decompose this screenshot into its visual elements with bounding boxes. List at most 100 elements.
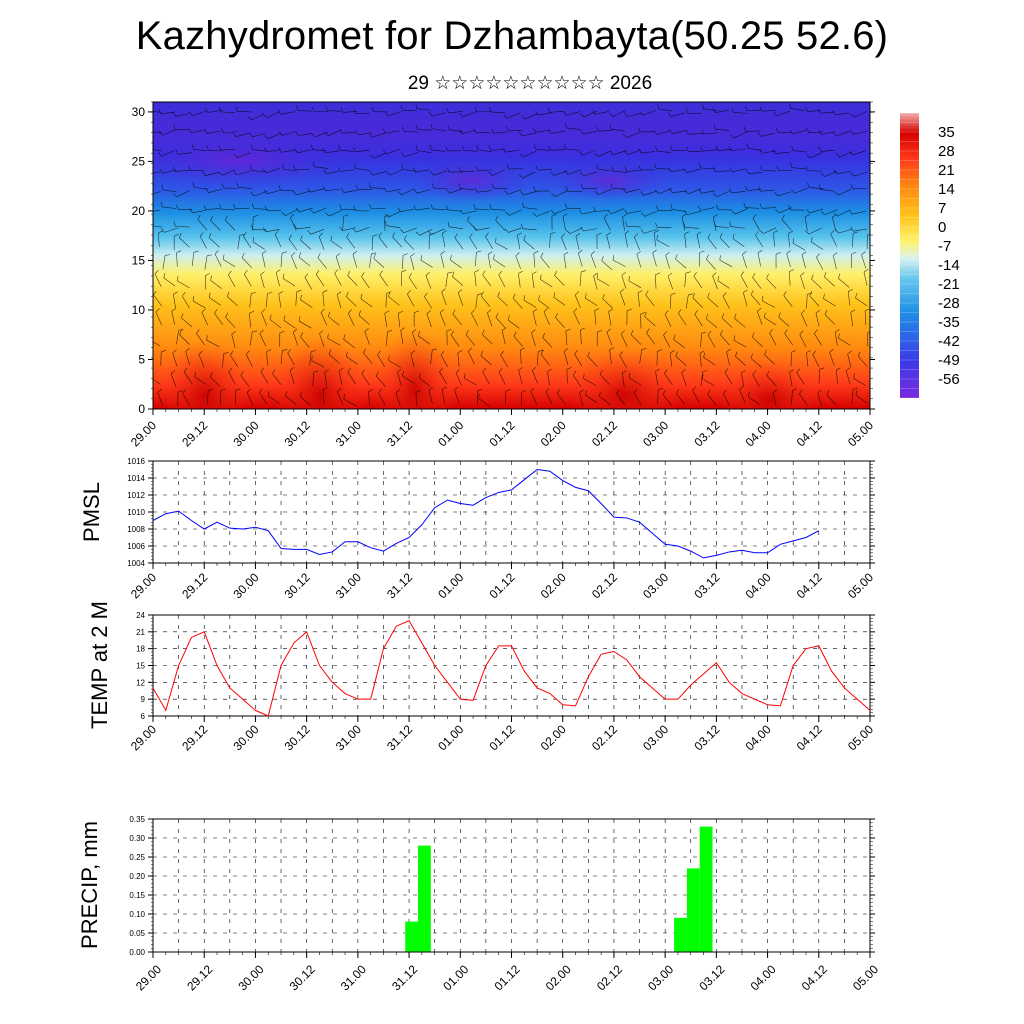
wind-barb (619, 355, 627, 368)
wind-barb (621, 372, 625, 387)
wind-barb-flag (743, 126, 747, 132)
wind-barb (281, 149, 296, 153)
wind-barb (855, 394, 868, 404)
wind-barb-flag (646, 328, 650, 334)
wind-barb-flag (806, 349, 812, 353)
wind-barb (575, 236, 580, 250)
wind-barb-flag (752, 370, 757, 375)
wind-barb-flag (826, 390, 830, 395)
wind-barb-flag (574, 349, 578, 355)
wind-barb-flag (397, 207, 401, 212)
wind-barb (752, 277, 762, 289)
wind-barb (373, 258, 385, 268)
wind-barb (799, 334, 807, 348)
wind-barb-flag (752, 214, 757, 219)
wind-barb-flag (322, 186, 326, 191)
wind-barb-flag (775, 209, 780, 214)
wind-barb (229, 354, 239, 367)
wind-barb (245, 354, 253, 367)
wind-barb (328, 354, 340, 364)
wind-barb-flag (838, 273, 841, 279)
wind-barb (684, 234, 687, 248)
wind-barb (192, 300, 206, 309)
wind-barb (361, 276, 370, 289)
wind-barb-flag (766, 370, 770, 376)
wind-barb-flag (523, 235, 526, 241)
x-tick-label: 30.12 (282, 570, 313, 601)
wind-barb (508, 168, 523, 170)
wind-barb-flag (535, 165, 539, 171)
wind-barb-flag (322, 148, 326, 153)
wind-barb-flag (179, 232, 182, 238)
wind-barb (799, 393, 808, 406)
wind-barb (643, 229, 658, 234)
warm-core-2 (272, 335, 368, 409)
wind-barb (261, 253, 266, 268)
wind-barb-flag (707, 389, 711, 395)
wind-barb-flag (692, 293, 696, 298)
y-tick-label: 10 (132, 303, 146, 317)
wind-barb-flag (299, 316, 301, 322)
x-tick-label: 03.12 (691, 418, 722, 449)
wind-barb-flag (262, 168, 267, 174)
wind-barb (274, 234, 282, 248)
wind-barb-flag (565, 328, 571, 332)
wind-barb (850, 312, 854, 327)
wind-barb-flag (634, 233, 639, 238)
wind-barb-flag (489, 204, 492, 210)
y-tick-label: 6 (141, 712, 146, 721)
wind-barb-flag (791, 350, 797, 353)
wind-barb-flag (249, 310, 255, 314)
wind-barb (712, 275, 718, 290)
x-tick-label: 31.12 (389, 962, 420, 993)
wind-barb-flag (355, 130, 359, 135)
wind-barb-flag (715, 145, 719, 151)
wind-barb (733, 112, 748, 114)
wind-barb-flag (337, 166, 341, 172)
wind-barb-flag (477, 388, 483, 392)
wind-barb (769, 332, 777, 346)
wind-barb (706, 258, 716, 270)
wind-barb-flag (164, 254, 170, 256)
wind-barb (377, 354, 385, 367)
wind-barb (457, 292, 464, 306)
x-tick-label: 04.12 (794, 722, 825, 753)
wind-barb (741, 372, 745, 387)
wind-barb (578, 252, 583, 267)
x-tick-label: 02.12 (594, 962, 625, 993)
wind-barb (569, 227, 583, 234)
wind-barb (662, 394, 672, 406)
wind-barb (572, 374, 582, 387)
wind-barb (792, 150, 807, 153)
wind-barb (806, 352, 809, 367)
wind-barb-flag (291, 252, 296, 257)
wind-barb (175, 169, 190, 172)
wind-barb (410, 353, 415, 368)
wind-barb (282, 131, 296, 136)
wind-barb-flag (789, 369, 795, 373)
wind-barb (688, 132, 703, 135)
wind-barb (652, 252, 657, 267)
wind-barb-flag (476, 144, 479, 150)
wind-barb (762, 207, 777, 209)
wind-barb-flag (684, 189, 689, 195)
wind-barb (346, 296, 357, 307)
wind-barb (675, 258, 687, 269)
wind-barb-flag (573, 308, 578, 313)
wind-barb-flag (520, 347, 526, 351)
wind-barb (162, 255, 166, 270)
wind-barb-flag (622, 188, 627, 193)
wind-barb-flag (657, 349, 663, 352)
wind-barb-flag (743, 202, 746, 208)
wind-barb (693, 276, 703, 288)
wind-barb (179, 334, 190, 345)
wind-barb-flag (299, 391, 303, 397)
wind-barb-flag (295, 131, 299, 136)
x-tick-label: 01.12 (486, 570, 517, 601)
wind-barb (699, 353, 702, 368)
wind-barb (364, 331, 370, 345)
wind-barb (361, 373, 370, 386)
wind-barb (675, 355, 687, 366)
wind-barb-flag (654, 163, 657, 169)
